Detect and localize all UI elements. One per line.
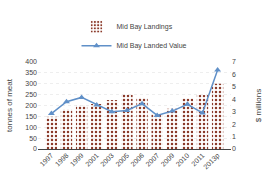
svg-text:350: 350 (25, 69, 37, 76)
svg-text:2011: 2011 (190, 152, 206, 168)
svg-text:0: 0 (232, 145, 236, 152)
svg-text:100: 100 (25, 124, 37, 131)
svg-text:tonnes of meat: tonnes of meat (5, 78, 14, 132)
svg-text:150: 150 (25, 113, 37, 120)
svg-text:300: 300 (25, 80, 37, 87)
svg-text:2010: 2010 (175, 152, 191, 168)
svg-text:3: 3 (232, 108, 236, 115)
svg-text:2: 2 (232, 121, 236, 128)
svg-text:1999: 1999 (69, 152, 85, 168)
svg-text:400: 400 (25, 58, 37, 65)
svg-text:5: 5 (232, 83, 236, 90)
svg-text:200: 200 (25, 102, 37, 109)
svg-text:2009: 2009 (159, 152, 175, 168)
svg-text:7: 7 (232, 58, 236, 65)
svg-text:50: 50 (29, 135, 37, 142)
svg-text:1: 1 (232, 133, 236, 140)
svg-text:0: 0 (33, 145, 37, 152)
svg-text:2005: 2005 (114, 152, 130, 168)
svg-text:1998: 1998 (54, 152, 70, 168)
svg-text:2003: 2003 (99, 152, 115, 168)
svg-text:2001: 2001 (84, 152, 100, 168)
svg-text:1997: 1997 (39, 152, 55, 168)
svg-text:Mid Bay Landings: Mid Bay Landings (117, 23, 173, 31)
svg-text:2013p: 2013p (202, 152, 221, 171)
svg-text:Mid Bay Landed Value: Mid Bay Landed Value (117, 42, 187, 50)
svg-text:$ millions: $ millions (254, 89, 263, 122)
svg-text:2006: 2006 (129, 152, 145, 168)
svg-text:6: 6 (232, 71, 236, 78)
svg-text:2007: 2007 (144, 152, 160, 168)
svg-text:250: 250 (25, 91, 37, 98)
svg-text:4: 4 (232, 96, 236, 103)
